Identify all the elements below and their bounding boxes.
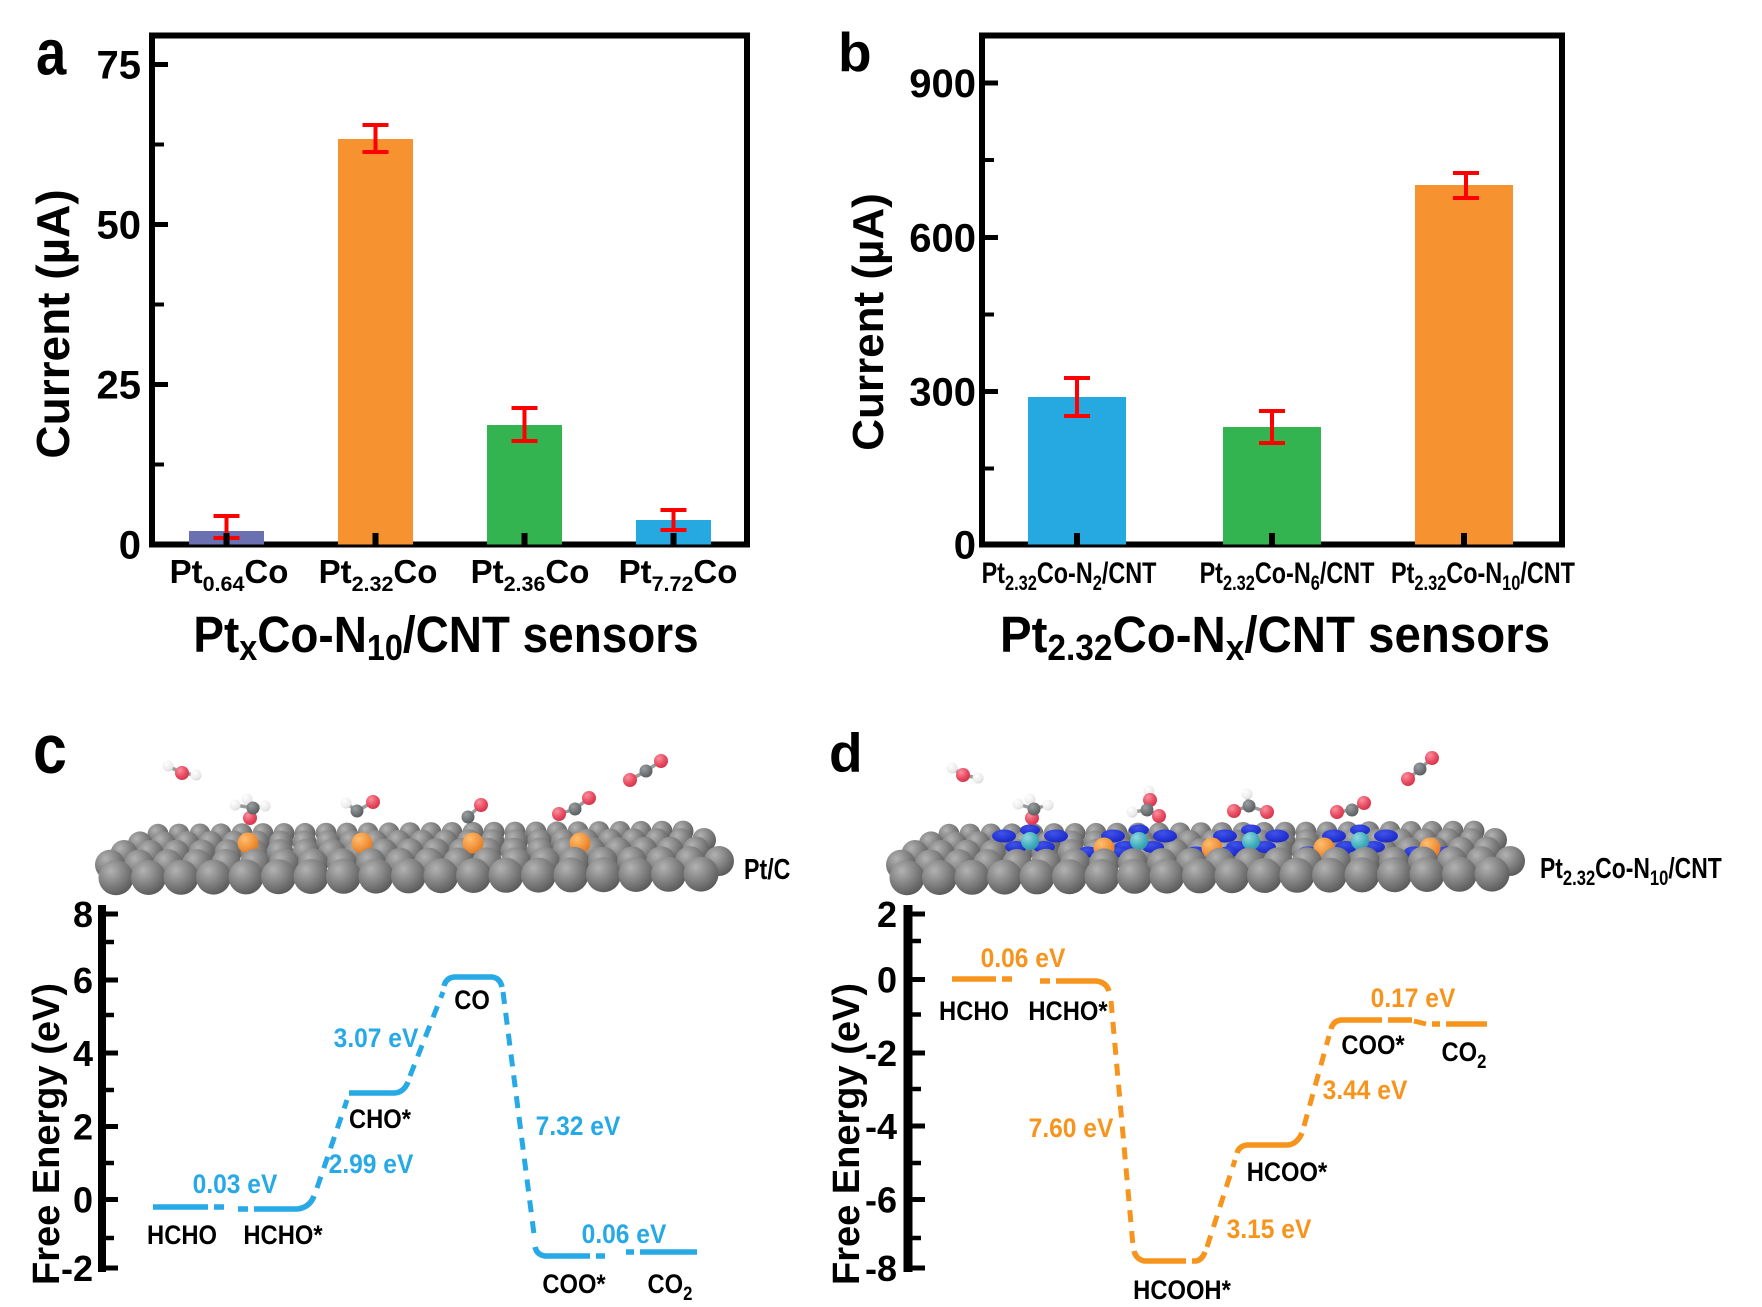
svg-text:Current (µA): Current (µA) [844,193,893,451]
svg-text:-2: -2 [865,1033,897,1074]
svg-text:8: 8 [73,894,93,935]
svg-text:0.03 eV: 0.03 eV [193,1170,278,1199]
svg-text:d: d [829,722,863,784]
svg-text:-4: -4 [865,1106,897,1147]
svg-text:2: 2 [877,894,897,935]
svg-text:0: 0 [877,960,897,1001]
svg-text:4: 4 [73,1033,93,1074]
svg-text:CO2​: CO2​ [648,1270,693,1305]
svg-text:b: b [838,21,872,83]
svg-text:Free Energy (eV): Free Energy (eV) [26,983,68,1285]
svg-text:Pt7.72​Co: Pt7.72​Co [619,553,738,596]
svg-text:Pt2.32​Co: Pt2.32​Co [319,553,438,596]
svg-text:0.06 eV: 0.06 eV [582,1220,667,1249]
svg-text:c: c [33,710,67,788]
svg-text:Pt2.32​Co-Nx​/CNT sensors: Pt2.32​Co-Nx​/CNT sensors [1000,606,1550,668]
svg-text:HCHO: HCHO [147,1221,217,1251]
svg-text:HCHO*: HCHO* [1028,997,1107,1027]
svg-text:7.32 eV: 7.32 eV [536,1112,621,1141]
svg-text:HCOO*: HCOO* [1247,1158,1328,1188]
svg-text:0.17 eV: 0.17 eV [1371,984,1456,1013]
svg-text:Pt2.32​Co-N2​/CNT: Pt2.32​Co-N2​/CNT [982,556,1157,594]
svg-text:Current (µA): Current (µA) [27,189,79,458]
svg-text:COO*: COO* [1341,1031,1404,1061]
svg-text:HCHO*: HCHO* [243,1221,322,1251]
svg-text:0: 0 [73,1180,93,1221]
svg-text:50: 50 [97,204,142,248]
svg-text:CHO*: CHO* [349,1105,411,1135]
svg-text:HCHO: HCHO [939,997,1009,1027]
svg-text:0.06 eV: 0.06 eV [981,944,1066,973]
svg-text:Free Energy (eV): Free Energy (eV) [826,983,868,1285]
svg-text:3.07 eV: 3.07 eV [334,1024,419,1053]
svg-text:0: 0 [954,524,976,568]
svg-text:-2: -2 [61,1248,93,1289]
svg-text:HCOOH*: HCOOH* [1133,1276,1231,1306]
svg-text:300: 300 [909,371,976,415]
svg-text:Pt2.36​Co: Pt2.36​Co [471,553,590,596]
svg-text:-6: -6 [865,1180,897,1221]
svg-text:CO: CO [454,986,490,1016]
svg-text:75: 75 [97,44,142,88]
svg-text:3.44 eV: 3.44 eV [1323,1076,1408,1105]
svg-text:0: 0 [119,524,141,568]
svg-text:Pt/C: Pt/C [744,852,790,885]
svg-text:3.15 eV: 3.15 eV [1227,1215,1312,1244]
svg-text:Pt0.64​Co: Pt0.64​Co [170,553,289,596]
svg-text:600: 600 [909,217,976,261]
svg-text:COO*: COO* [542,1270,605,1300]
svg-text:Pt2.32​Co-N10​/CNT: Pt2.32​Co-N10​/CNT [1540,851,1722,890]
svg-text:Ptx​Co-N10​/CNT sensors: Ptx​Co-N10​/CNT sensors [193,607,698,669]
svg-text:2: 2 [73,1107,93,1148]
svg-text:6: 6 [73,960,93,1001]
svg-text:Pt2.32​Co-N6​/CNT: Pt2.32​Co-N6​/CNT [1200,556,1375,594]
svg-text:25: 25 [97,364,142,408]
svg-text:a: a [36,16,67,88]
svg-text:Pt2.32​Co-N10​/CNT: Pt2.32​Co-N10​/CNT [1391,556,1575,594]
svg-text:-8: -8 [865,1248,897,1289]
svg-text:7.60 eV: 7.60 eV [1029,1114,1114,1143]
svg-text:900: 900 [909,62,976,106]
svg-text:CO2​: CO2​ [1442,1038,1487,1073]
svg-text:2.99 eV: 2.99 eV [329,1150,414,1179]
